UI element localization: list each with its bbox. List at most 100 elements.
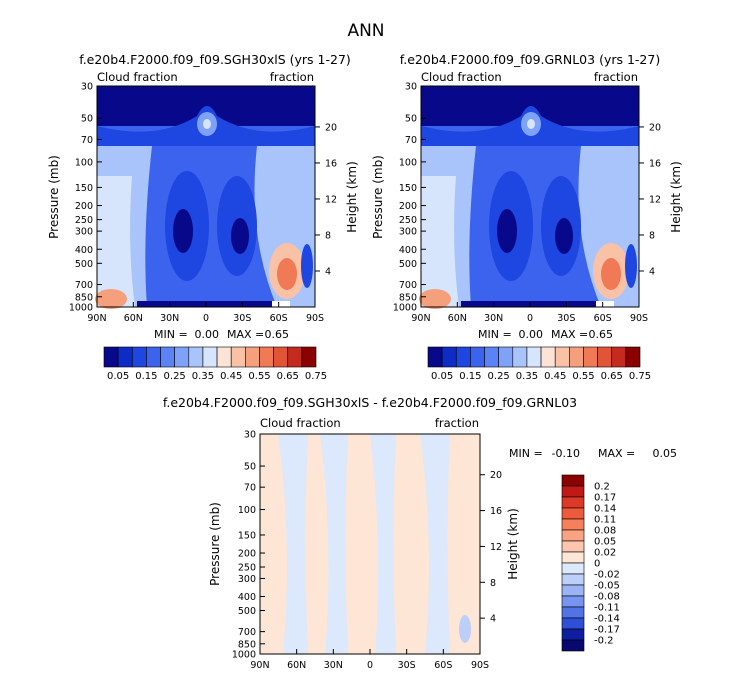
colorbar-swatch: [131, 346, 147, 368]
colorbar-label: 0.08: [594, 526, 616, 537]
colorbar-swatch: [583, 346, 598, 368]
field-cirrus-core: [203, 119, 211, 129]
height-tick-label: 20: [325, 122, 337, 133]
pressure-tick-label: 100: [238, 505, 256, 516]
height-tick-label: 16: [490, 506, 502, 517]
pressure-tick-label: 400: [399, 245, 417, 256]
colorbar-swatch: [611, 346, 627, 368]
colorbar-swatch: [103, 346, 119, 368]
pressure-tick-label: 500: [399, 259, 417, 270]
panel-1-right-label: fraction: [270, 70, 314, 84]
lat-tick-label: 0: [367, 660, 373, 671]
colorbar-label: 0.05: [431, 371, 453, 382]
colorbar-label: -0.11: [594, 603, 620, 614]
pressure-tick-label: 50: [81, 114, 93, 125]
colorbar-swatch: [561, 518, 585, 531]
field-negative-band: [320, 434, 348, 654]
field-arctic-low: [95, 289, 127, 309]
panel-1-title: f.e20b4.F2000.f09_f09.SGH30xlS (yrs 1-27…: [79, 52, 351, 67]
pressure-tick-label: 30: [405, 82, 417, 93]
colorbar-swatch: [484, 346, 499, 368]
pressure-tick-label: 200: [75, 201, 93, 212]
colorbar-swatch: [230, 346, 246, 368]
colorbar-label: -0.17: [594, 625, 620, 636]
pressure-tick-label: 850: [75, 292, 93, 303]
field-negative-band: [420, 434, 450, 654]
panel-3-min-label: MIN =: [509, 447, 543, 460]
lat-tick-label: 30N: [324, 660, 343, 671]
lat-tick-label: 30S: [398, 660, 416, 671]
pressure-tick-label: 150: [399, 183, 417, 194]
pressure-tick-label: 250: [399, 215, 417, 226]
colorbar-label: 0.75: [305, 371, 327, 382]
colorbar-label: 0.55: [248, 371, 270, 382]
pressure-tick-label: 1000: [393, 303, 417, 314]
pressure-tick-label: 250: [238, 563, 256, 574]
panel-3-ylabel: Pressure (mb): [208, 502, 222, 586]
field-min-n: [497, 209, 517, 253]
colorbar-swatch: [554, 346, 570, 368]
pressure-tick-label: 400: [238, 592, 256, 603]
pressure-tick-label: 300: [238, 574, 256, 585]
lat-tick-label: 30S: [233, 313, 251, 324]
pressure-tick-label: 150: [75, 183, 93, 194]
colorbar-label: 0.14: [594, 504, 616, 515]
panel-1-max-value: 0.65: [265, 328, 290, 341]
colorbar-label: -0.2: [594, 636, 614, 647]
height-tick-label: 8: [325, 230, 331, 241]
panel-1-left-label: Cloud fraction: [97, 70, 178, 84]
panel-1-ylabel-right: Height (km): [345, 161, 359, 232]
pressure-tick-label: 700: [238, 627, 256, 638]
colorbar-swatch: [202, 346, 218, 368]
pressure-tick-label: 400: [75, 245, 93, 256]
panel-1-min-label: MIN =: [154, 328, 188, 341]
pressure-tick-label: 30: [244, 430, 256, 441]
pressure-tick-label: 700: [399, 280, 417, 291]
panel-2-min-label: MIN =: [478, 328, 512, 341]
panel-3-right-label: fraction: [435, 416, 479, 430]
panel-1: f.e20b4.F2000.f09_f09.SGH30xlS (yrs 1-27…: [47, 52, 359, 382]
lat-tick-label: 90N: [87, 313, 106, 324]
colorbar-label: 0.17: [594, 493, 616, 504]
panel-3-max-value: 0.05: [653, 447, 678, 460]
lat-tick-label: 30N: [484, 313, 503, 324]
pressure-tick-label: 70: [244, 483, 256, 494]
field-masked: [596, 301, 614, 307]
lat-tick-label: 60N: [287, 660, 306, 671]
colorbar-label: 0.05: [107, 371, 129, 382]
field-surface-band: [137, 301, 287, 307]
colorbar-swatch: [540, 346, 556, 368]
colorbar-label: 0.35: [516, 371, 538, 382]
field-arctic-low: [419, 289, 451, 309]
colorbar-swatch: [561, 573, 585, 586]
field-antarctic: [301, 244, 313, 288]
colorbar-swatch: [561, 595, 585, 608]
colorbar-swatch: [259, 346, 274, 368]
pressure-tick-label: 1000: [232, 650, 256, 661]
pressure-tick-label: 50: [405, 114, 417, 125]
height-tick-label: 4: [325, 266, 331, 277]
colorbar-label: -0.14: [594, 614, 620, 625]
lat-tick-label: 60S: [270, 313, 288, 324]
field-min-n: [173, 209, 193, 253]
lat-tick-label: 0: [527, 313, 533, 324]
colorbar-label: 0.02: [594, 548, 616, 559]
field-min-s: [555, 218, 573, 254]
figure-title: ANN: [347, 21, 384, 41]
colorbar-swatch: [441, 346, 457, 368]
panel-2-colorbar: 0.05 0.15 0.25 0.35 0.45 0.55 0.65 0.75: [427, 346, 651, 382]
colorbar-label: 0.15: [135, 371, 157, 382]
colorbar-label: 0.65: [277, 371, 299, 382]
height-tick-label: 4: [490, 614, 496, 625]
panel-2-min-value: 0.00: [519, 328, 544, 341]
pressure-tick-label: 150: [238, 530, 256, 541]
colorbar-swatch: [301, 346, 317, 368]
lat-tick-label: 30N: [160, 313, 179, 324]
panel-1-plot-area: [95, 85, 316, 309]
colorbar-swatch: [470, 346, 485, 368]
field-negative-band: [278, 434, 308, 654]
pressure-tick-label: 300: [399, 227, 417, 238]
panel-2-max-value: 0.65: [589, 328, 614, 341]
